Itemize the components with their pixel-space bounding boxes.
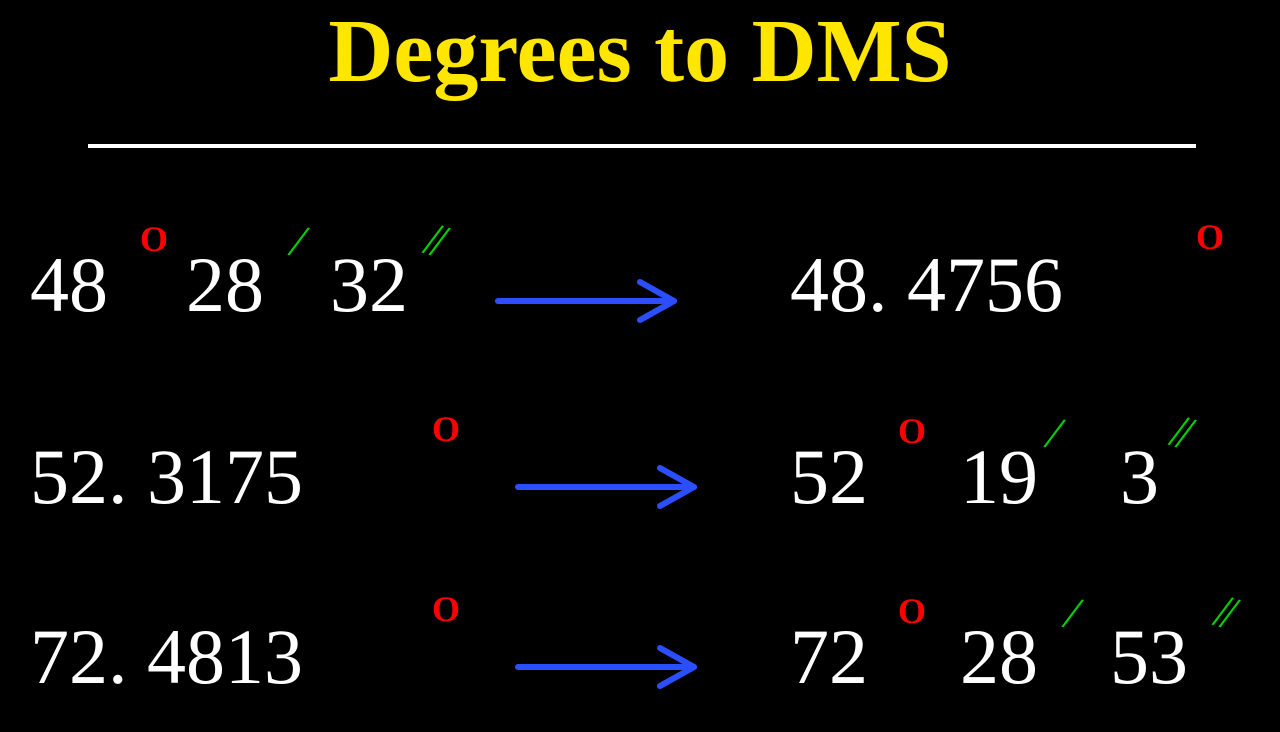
- row3-seconds: 53: [1110, 612, 1188, 702]
- conversion-row: 52. 3175 O 52 O 19 / 3 //: [0, 432, 1280, 552]
- row1-minutes: 28: [186, 240, 264, 330]
- conversion-row: 72. 4813 O 72 O 28 / 53 //: [0, 612, 1280, 732]
- arrow-icon: [510, 642, 710, 692]
- page-title: Degrees to DMS: [328, 0, 951, 103]
- degree-icon: O: [140, 218, 168, 260]
- minute-icon: /: [284, 213, 314, 269]
- second-icon: //: [1208, 583, 1239, 640]
- degree-icon: O: [432, 588, 460, 630]
- minute-icon: /: [1058, 585, 1088, 641]
- degree-icon: O: [1196, 216, 1224, 258]
- row2-degrees: 52: [790, 432, 868, 522]
- degree-icon: O: [898, 590, 926, 632]
- arrow-icon: [510, 462, 710, 512]
- degree-icon: O: [898, 410, 926, 452]
- title-underline: [88, 144, 1196, 148]
- row1-decimal: 48. 4756: [790, 240, 1063, 330]
- row1-degrees: 48: [30, 240, 108, 330]
- row3-minutes: 28: [960, 612, 1038, 702]
- second-icon: //: [418, 211, 449, 268]
- row1-seconds: 32: [330, 240, 408, 330]
- arrow-icon: [490, 276, 690, 326]
- row2-seconds: 3: [1120, 432, 1159, 522]
- row3-decimal: 72. 4813: [30, 612, 303, 702]
- minute-icon: /: [1040, 405, 1070, 461]
- second-icon: //: [1164, 403, 1195, 460]
- row3-degrees: 72: [790, 612, 868, 702]
- row2-minutes: 19: [960, 432, 1038, 522]
- degree-icon: O: [432, 408, 460, 450]
- conversion-row: 48 O 28 / 32 // 48. 4756 O: [0, 240, 1280, 360]
- row2-decimal: 52. 3175: [30, 432, 303, 522]
